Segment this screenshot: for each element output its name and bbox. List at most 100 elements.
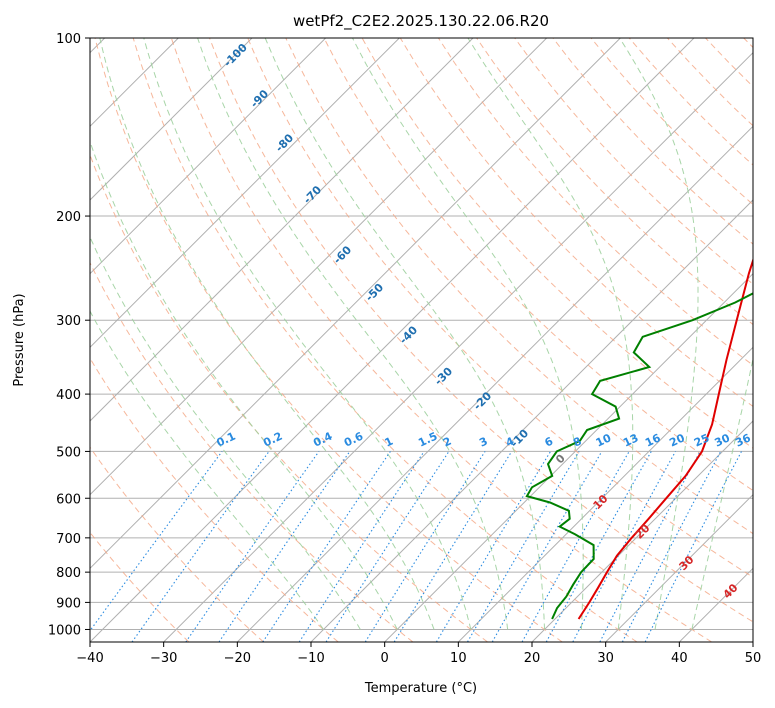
isotherm-line — [752, 641, 753, 642]
adiabat-label: -70 — [301, 183, 324, 206]
adiabat-label: 30 — [677, 553, 697, 573]
mixing-ratio-label: 6 — [543, 434, 556, 449]
dry-adiabat-line — [90, 357, 339, 642]
x-tick-label: 40 — [671, 651, 688, 666]
y-tick-label: 400 — [56, 388, 81, 403]
mixing-ratio-line — [90, 451, 223, 632]
moist-adiabat-line — [691, 356, 753, 630]
isotherm-line — [457, 346, 753, 642]
moist-adiabat-line — [90, 310, 324, 630]
chart-series — [525, 257, 753, 620]
mixing-ratio-label: 36 — [733, 431, 753, 449]
adiabat-label: -80 — [273, 131, 296, 154]
y-tick-label: 500 — [56, 445, 81, 460]
y-tick-label: 1000 — [48, 623, 81, 638]
mixing-ratio-label: 13 — [621, 431, 640, 449]
mixing-ratio-line — [435, 451, 552, 642]
isotherm-line — [90, 38, 253, 201]
mixing-ratio-label: 16 — [643, 431, 663, 449]
moist-adiabat-line — [197, 38, 509, 630]
isotherm-line — [678, 567, 753, 642]
x-tick-label: 20 — [524, 651, 541, 666]
y-tick-label: 300 — [56, 314, 81, 329]
chart-axes: −40 −30 −20 −10 0 10 20 30 40 5010009008007006005… — [48, 32, 761, 666]
mixing-ratio-line — [521, 451, 630, 642]
moist-adiabat-line — [90, 235, 361, 630]
dry-adiabat-line — [285, 38, 753, 535]
moist-adiabat-line — [264, 38, 545, 630]
x-tick-label: −20 — [224, 651, 251, 666]
dry-adiabat-line — [90, 446, 264, 642]
x-axis-label: Temperature (°C) — [364, 681, 477, 696]
dry-adiabat-line — [437, 38, 753, 366]
dry-adiabat-line — [170, 38, 712, 642]
isotherm-line — [90, 38, 474, 422]
dry-adiabat-line — [667, 38, 753, 127]
mixing-ratio-line — [393, 451, 513, 642]
mixing-ratio-label: 0.6 — [342, 429, 365, 449]
dry-adiabat-line — [705, 38, 753, 88]
mixing-ratio-line — [185, 451, 320, 642]
mixing-ratio-line — [644, 451, 742, 642]
mixing-ratio-label: 0.2 — [261, 430, 284, 450]
dry-adiabat-line — [94, 38, 563, 642]
adiabat-label: -90 — [248, 87, 271, 110]
x-tick-label: 10 — [450, 651, 467, 666]
temperature-trace — [577, 257, 753, 620]
adiabat-label: -50 — [363, 281, 386, 304]
x-tick-label: 0 — [381, 651, 389, 666]
y-tick-label: 700 — [56, 532, 81, 547]
dry-adiabat-line — [90, 531, 190, 642]
mixing-ratio-line — [545, 451, 652, 642]
mixing-ratio-label: 0.1 — [214, 430, 237, 450]
isotherm-line — [236, 125, 753, 642]
adiabat-label: 10 — [591, 492, 611, 512]
mixing-ratio-label: 10 — [594, 431, 614, 449]
mixing-ratio-line — [262, 451, 391, 642]
dry-adiabat-line — [247, 38, 753, 578]
adiabat-label: -40 — [397, 323, 420, 346]
y-tick-label: 100 — [56, 32, 81, 47]
isotherm-line — [605, 493, 753, 642]
dry-adiabat-line — [132, 38, 638, 642]
dry-adiabat-line — [552, 38, 753, 245]
dry-adiabat-line — [514, 38, 753, 285]
y-tick-label: 200 — [56, 210, 81, 225]
isotherm-line — [163, 51, 753, 642]
isotherm-line — [90, 38, 548, 496]
mixing-ratio-line — [621, 451, 722, 642]
dry-adiabat-line — [323, 38, 753, 492]
mixing-ratio-line — [572, 451, 676, 642]
moist-adiabat-line — [619, 38, 699, 630]
isotherm-line — [531, 420, 753, 642]
adiabat-label: -60 — [331, 243, 354, 266]
moist-adiabat-line — [143, 38, 472, 630]
x-tick-label: 30 — [597, 651, 614, 666]
mixing-ratio-line — [131, 451, 270, 642]
isotherm-line — [90, 38, 695, 642]
chart-title: wetPf2_C2E2.2025.130.22.06.R20 — [293, 12, 549, 31]
isotherm-line — [90, 38, 327, 275]
isotherm-line — [384, 272, 753, 642]
adiabat-label: -30 — [432, 365, 455, 388]
x-tick-label: −30 — [150, 651, 177, 666]
moist-adiabat-line — [467, 38, 634, 630]
mixing-ratio-line — [599, 451, 701, 642]
mixing-ratio-line — [325, 451, 450, 642]
mixing-ratio-label: 0.4 — [311, 429, 334, 449]
mixing-ratio-label: 1 — [383, 435, 395, 450]
dry-adiabat-line — [476, 38, 753, 326]
mixing-ratio-label: 20 — [667, 431, 687, 449]
y-tick-label: 600 — [56, 492, 81, 507]
x-tick-label: −10 — [297, 651, 324, 666]
dewpoint-trace — [525, 292, 753, 620]
isotherm-line — [90, 38, 621, 570]
mixing-ratio-line — [364, 451, 486, 642]
mixing-ratio-label: 25 — [692, 431, 711, 449]
x-tick-label: −40 — [76, 651, 103, 666]
x-tick-label: 50 — [745, 651, 762, 666]
moist-adiabat-line — [352, 38, 584, 630]
dry-adiabat-line — [90, 261, 414, 642]
dry-adiabat-line — [590, 38, 753, 206]
